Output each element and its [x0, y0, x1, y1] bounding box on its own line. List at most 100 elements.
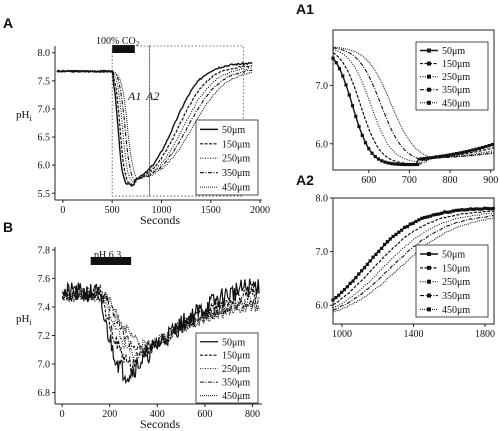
y-tick-label: 6.5: [38, 133, 51, 144]
legend-entry: 350μm: [442, 291, 470, 302]
x-tick-label: 600: [197, 409, 212, 420]
panel-a-axes: 0 500 1000 1500 2000 5.5 6.0 6.5 7.0 7.5 8.0: [38, 46, 270, 216]
series-marker: [438, 154, 442, 159]
series-marker: [474, 207, 478, 211]
series-marker: [440, 211, 444, 215]
series-marker: [420, 216, 424, 220]
legend-entry: 250μm: [442, 277, 470, 288]
series-marker: [445, 210, 450, 214]
legend-marker: [427, 61, 431, 66]
series-marker: [402, 225, 407, 230]
series-marker: [402, 162, 407, 167]
series-marker: [380, 159, 384, 163]
series-marker: [477, 207, 481, 211]
series-marker: [389, 161, 394, 166]
series-marker: [331, 56, 335, 60]
series-marker: [342, 288, 347, 292]
series-marker: [373, 154, 377, 159]
panel-b-letter: B: [3, 219, 13, 235]
series-marker: [461, 150, 465, 154]
panel-a-xlabel: Seconds: [140, 213, 180, 227]
series-marker: [437, 212, 441, 216]
legend-entry: 350μm: [222, 378, 250, 389]
series-marker: [357, 124, 361, 129]
legend-entry: 150μm: [222, 139, 250, 150]
series-marker: [357, 272, 361, 276]
series-marker: [380, 246, 384, 250]
series-marker: [396, 162, 400, 166]
legend-marker: [427, 293, 431, 298]
series-marker: [397, 230, 401, 234]
series-marker: [457, 208, 461, 212]
legend-entry: 450μm: [442, 98, 470, 109]
x-tick-label: 0: [60, 409, 65, 420]
series-marker: [394, 232, 398, 237]
panel-b-ylabel: pHi: [16, 313, 32, 327]
stimulus-bar: [90, 257, 132, 265]
series-marker: [445, 153, 449, 157]
series-marker: [425, 215, 430, 219]
y-tick-label: 7.8: [38, 245, 51, 256]
series-marker: [448, 210, 452, 214]
series-marker: [483, 206, 487, 210]
series-marker: [412, 162, 416, 167]
legend-entry: 50μm: [442, 46, 465, 57]
series-marker: [367, 147, 371, 151]
y-tick-label: 7.0: [38, 360, 51, 371]
series-marker: [458, 151, 462, 155]
legend-box: [195, 332, 259, 404]
panel-a2-legend: 50μm 150μm 250μm 350μm 450μm: [415, 244, 489, 318]
series-marker: [354, 276, 358, 280]
legend-entry: 150μm: [442, 263, 470, 274]
series-marker: [409, 162, 413, 167]
panel-a2-letter: A2: [296, 172, 314, 188]
series-marker: [383, 160, 387, 164]
panel-a-stimulus-label: 100% CO2: [96, 36, 140, 48]
series-marker: [365, 262, 369, 266]
x-tick-label: 0: [60, 205, 65, 216]
series-marker: [485, 206, 490, 211]
series-marker: [448, 153, 452, 157]
series-marker: [376, 157, 381, 161]
series-marker: [488, 207, 493, 211]
series-marker: [406, 162, 410, 167]
y-tick-label: 6.0: [316, 301, 329, 312]
panel-a-ylabel: pHi: [16, 109, 32, 123]
series-marker: [385, 240, 389, 244]
series-line-2: [56, 65, 253, 186]
series-line-4: [56, 69, 253, 183]
series-marker: [350, 104, 355, 108]
panel-a: A pHi Seconds 100% CO2 A1 A2: [3, 15, 180, 227]
series-marker: [471, 207, 475, 211]
series-marker: [360, 269, 364, 273]
series-line-5: [332, 46, 495, 159]
series-marker: [431, 213, 435, 217]
series-marker: [344, 83, 348, 87]
series-marker: [474, 147, 478, 151]
series-marker: [435, 155, 439, 159]
y-tick-label: 7.4: [38, 302, 51, 313]
x-tick-label: 2000: [250, 205, 270, 216]
panel-a-annotation-a1: A1: [127, 89, 141, 103]
x-tick-label: 400: [150, 409, 165, 420]
legend-entry: 250μm: [442, 72, 470, 83]
y-tick-label: 7.0: [316, 247, 329, 258]
panel-b-axes: 0 200 400 600 800 6.8 7.0 7.2 7.4 7.6 7.8: [38, 245, 262, 420]
series-line-5: [332, 217, 495, 313]
y-tick-label: 5.5: [38, 189, 51, 200]
legend-entry: 450μm: [222, 391, 250, 402]
x-tick-label: 700: [402, 175, 417, 186]
panel-a-letter: A: [3, 15, 13, 31]
series-line-5: [61, 291, 260, 351]
y-tick-label: 8.0: [38, 48, 51, 59]
legend-entry: 250μm: [222, 154, 250, 165]
series-line-3: [332, 212, 495, 309]
series-marker: [468, 207, 472, 211]
legend-marker: [427, 307, 431, 312]
series-marker: [351, 279, 355, 283]
series-marker: [360, 133, 364, 137]
series-marker: [386, 161, 390, 165]
x-tick-label: 600: [361, 175, 376, 186]
legend-entry: 350μm: [442, 85, 470, 96]
series-marker: [405, 224, 410, 229]
